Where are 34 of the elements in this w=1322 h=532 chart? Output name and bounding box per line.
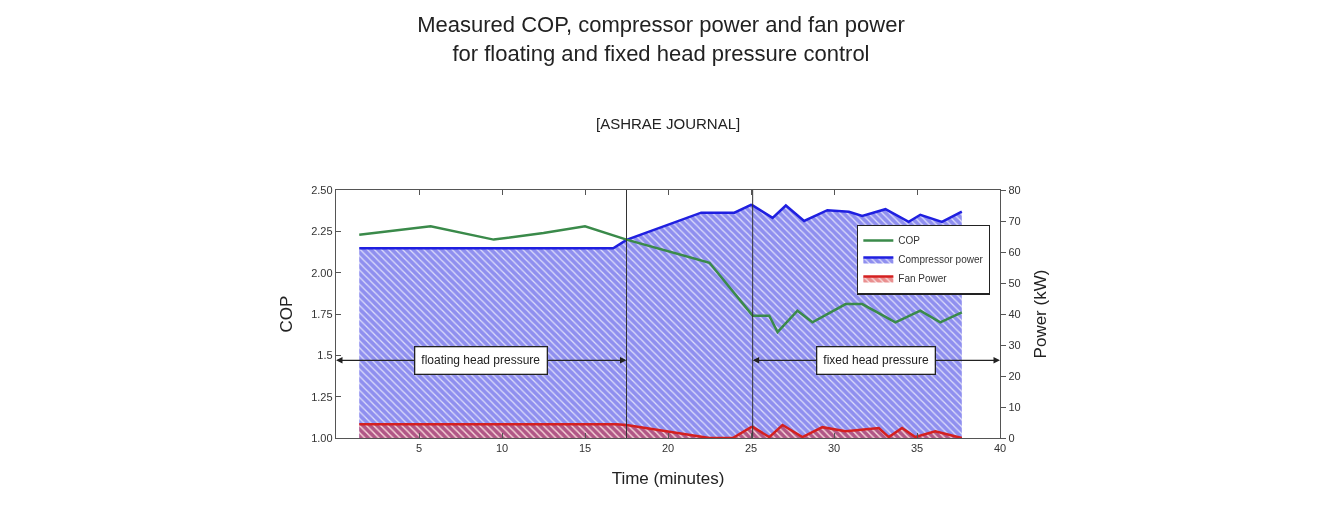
y2-tick-label: 20: [1008, 369, 1021, 382]
x-tick-label: 35: [910, 442, 924, 455]
x-tick-label: 5: [415, 442, 423, 455]
x-tick-label: 40: [993, 442, 1007, 455]
y2-tick-label: 0: [1008, 431, 1015, 444]
chart-title: Measured COP, compressor power and fan power for floating and fixed head pressure control: [417, 11, 905, 66]
legend-label: COP: [898, 235, 921, 247]
annotation: floating head pressure: [421, 353, 541, 368]
x-tick-label: 15: [578, 442, 592, 455]
y2-tick-label: 10: [1008, 400, 1021, 413]
y2-tick-label: 60: [1008, 245, 1021, 258]
chart-subtitle: [ASHRAE JOURNAL]: [596, 115, 741, 132]
y2-tick-label: 70: [1008, 214, 1021, 227]
x-tick-label: 10: [495, 442, 509, 455]
x-tick-label: 20: [661, 442, 675, 455]
x-axis-title: Time (minutes): [611, 468, 725, 488]
y-tick-label: 2.00: [311, 266, 333, 279]
y2-tick-label: 30: [1008, 338, 1021, 351]
y-tick-label: 1.25: [311, 390, 333, 403]
legend-label: Fan Power: [898, 273, 948, 285]
y2-tick-label: 80: [1008, 183, 1021, 196]
y-axis-title: COP: [276, 295, 296, 333]
y-tick-label: 2.50: [311, 183, 333, 196]
annotation: fixed head pressure: [823, 353, 930, 368]
y-tick-label: 1.00: [311, 431, 333, 444]
x-tick-label: 30: [827, 442, 841, 455]
y2-tick-label: 50: [1008, 276, 1021, 289]
y2-tick-label: 40: [1008, 307, 1021, 320]
y-tick-label: 1.5: [317, 349, 333, 362]
x-tick-label: 25: [744, 442, 758, 455]
y2-axis-title: Power (kW): [1030, 269, 1050, 359]
legend-label: Compressor power: [898, 254, 984, 266]
y-tick-label: 1.75: [311, 307, 333, 320]
y-tick-label: 2.25: [311, 225, 333, 238]
